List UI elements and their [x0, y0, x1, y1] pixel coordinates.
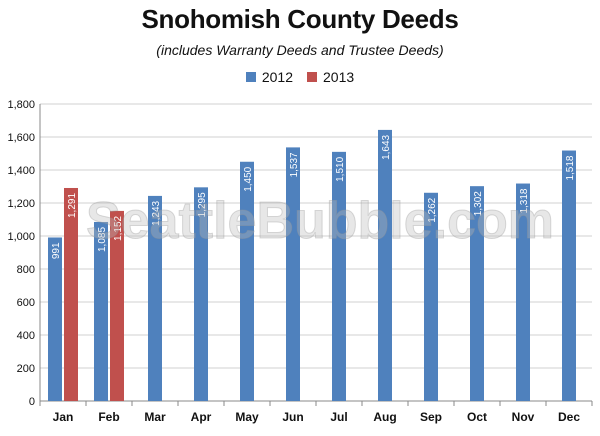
x-tick-label: Nov — [512, 410, 535, 424]
watermark: SeattleBubble.com — [86, 192, 554, 250]
y-tick-label: 200 — [17, 363, 35, 375]
x-tick-label: Jun — [282, 410, 303, 424]
x-tick-label: Sep — [420, 410, 442, 424]
y-tick-label: 1,400 — [7, 165, 35, 177]
legend-label-2012: 2012 — [261, 69, 293, 85]
bar-2012-aug — [378, 129, 392, 401]
x-tick-label: Oct — [467, 410, 487, 424]
legend-swatch-2012 — [245, 72, 256, 82]
y-tick-label: 600 — [17, 297, 35, 309]
bar-2012-sep — [424, 192, 438, 401]
bar-2012-mar — [148, 195, 162, 401]
bar-2012-jan — [48, 237, 62, 401]
y-tick-label: 800 — [17, 264, 35, 276]
y-tick-label: 0 — [29, 396, 35, 408]
data-label: 1,450 — [243, 166, 254, 191]
data-label: 1,243 — [151, 200, 162, 225]
bar-2012-may — [240, 161, 254, 401]
data-label: 1,262 — [427, 197, 438, 222]
bar-2012-jun — [286, 147, 300, 401]
bar-2013-jan — [64, 187, 78, 401]
chart-title: Snohomish County Deeds — [141, 4, 459, 34]
bar-2012-feb — [94, 221, 108, 401]
data-label: 1,291 — [67, 193, 78, 218]
data-label: 1,295 — [197, 192, 208, 217]
legend-swatch-2013 — [307, 72, 317, 82]
bar-2012-oct — [470, 186, 484, 401]
bars — [48, 129, 576, 401]
y-tick-label: 1,600 — [7, 132, 35, 144]
bar-2013-feb — [110, 210, 124, 401]
x-tick-label: May — [235, 410, 259, 424]
x-tick-label: Jul — [330, 410, 347, 424]
y-tick-label: 400 — [17, 330, 35, 342]
x-tick-label: Dec — [558, 410, 580, 424]
legend-item-2013: 2013 — [307, 69, 354, 85]
chart-subtitle: (includes Warranty Deeds and Trustee Dee… — [156, 42, 444, 58]
data-labels: 991 1,291 1,085 1,152 1,243 1,295 1,450 1,537 1,… — [51, 134, 576, 259]
y-tick-label: 1,200 — [7, 198, 35, 210]
data-label: 1,510 — [335, 156, 346, 181]
x-tick-label: Apr — [191, 410, 212, 424]
data-label: 1,518 — [565, 155, 576, 180]
gridlines — [40, 103, 592, 402]
data-label: 1,537 — [289, 152, 300, 177]
data-label: 1,152 — [113, 215, 124, 240]
bar-2012-jul — [332, 151, 346, 401]
legend-item-2012: 2012 — [245, 69, 293, 85]
x-tick-label: Jan — [53, 410, 74, 424]
axes: 0 200 400 600 800 1,000 1,200 1,400 1,600 1,800 Ja… — [7, 99, 593, 424]
data-label: 1,085 — [97, 227, 108, 252]
legend-label-2013: 2013 — [323, 69, 355, 85]
data-label: 1,318 — [519, 188, 530, 213]
data-label: 991 — [51, 242, 62, 259]
x-tick-label: Aug — [373, 410, 396, 424]
bar-2012-apr — [194, 187, 208, 401]
data-label: 1,302 — [473, 191, 484, 216]
x-tick-label: Mar — [144, 410, 166, 424]
x-tick-label: Feb — [98, 410, 119, 424]
y-tick-label: 1,800 — [7, 99, 35, 111]
bar-2012-dec — [562, 150, 576, 401]
y-tick-label: 1,000 — [7, 231, 35, 243]
data-label: 1,643 — [381, 134, 392, 159]
legend: 2012 2013 — [0, 69, 600, 85]
bar-2012-nov — [516, 183, 530, 401]
